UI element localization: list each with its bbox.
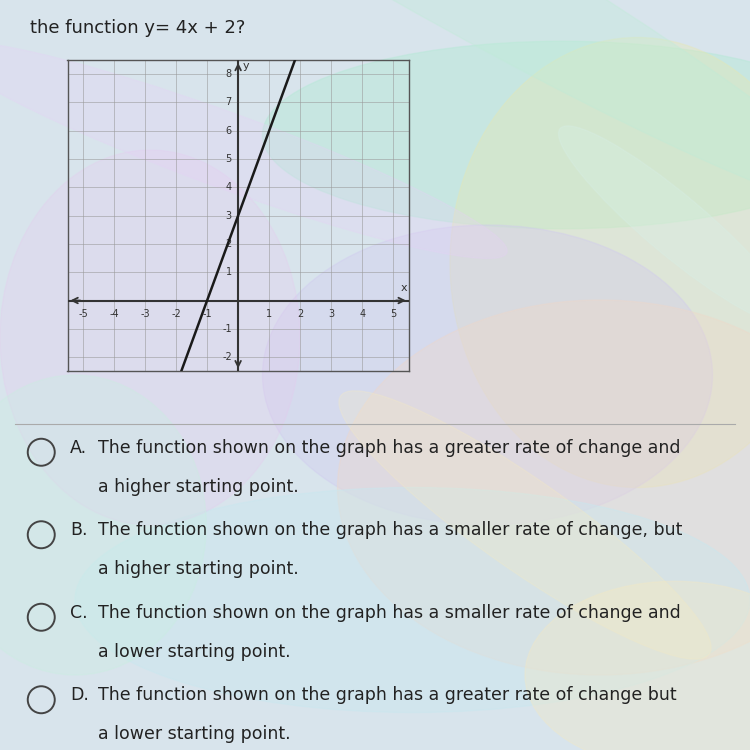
Text: 8: 8 (226, 69, 232, 80)
Text: a higher starting point.: a higher starting point. (98, 560, 298, 578)
Ellipse shape (339, 391, 711, 659)
Text: 6: 6 (226, 126, 232, 136)
Text: The function shown on the graph has a greater rate of change and: The function shown on the graph has a gr… (98, 439, 680, 457)
Ellipse shape (450, 38, 750, 488)
Text: C.: C. (70, 604, 87, 622)
Text: -1: -1 (222, 324, 232, 334)
Text: -2: -2 (222, 352, 232, 362)
Text: a higher starting point.: a higher starting point. (98, 478, 298, 496)
Text: the function y= 4x + 2?: the function y= 4x + 2? (30, 19, 245, 37)
Text: a lower starting point.: a lower starting point. (98, 725, 290, 743)
Ellipse shape (338, 300, 750, 675)
Text: 2: 2 (226, 239, 232, 249)
Text: 1: 1 (226, 267, 232, 278)
Text: -4: -4 (110, 309, 118, 319)
Ellipse shape (0, 0, 750, 211)
Ellipse shape (262, 41, 750, 229)
Ellipse shape (559, 126, 750, 324)
Text: a lower starting point.: a lower starting point. (98, 643, 290, 661)
Ellipse shape (0, 375, 206, 675)
Text: 3: 3 (328, 309, 334, 319)
Ellipse shape (525, 581, 750, 750)
Text: 4: 4 (359, 309, 365, 319)
Text: 5: 5 (390, 309, 396, 319)
Text: 4: 4 (226, 182, 232, 192)
Text: 2: 2 (297, 309, 303, 319)
Ellipse shape (0, 150, 300, 525)
Text: B.: B. (70, 521, 87, 539)
Ellipse shape (75, 488, 750, 712)
Text: 5: 5 (226, 154, 232, 164)
Text: The function shown on the graph has a smaller rate of change and: The function shown on the graph has a sm… (98, 604, 680, 622)
Text: -1: -1 (202, 309, 212, 319)
Text: 7: 7 (226, 98, 232, 107)
Text: The function shown on the graph has a smaller rate of change, but: The function shown on the graph has a sm… (98, 521, 682, 539)
Text: A.: A. (70, 439, 87, 457)
Text: The function shown on the graph has a greater rate of change but: The function shown on the graph has a gr… (98, 686, 676, 704)
Text: 1: 1 (266, 309, 272, 319)
Text: y: y (243, 62, 250, 71)
Text: -5: -5 (78, 309, 88, 319)
Text: -3: -3 (140, 309, 150, 319)
Ellipse shape (262, 225, 712, 525)
Text: 3: 3 (226, 211, 232, 220)
Text: D.: D. (70, 686, 88, 704)
Text: x: x (400, 283, 407, 292)
Text: -2: -2 (171, 309, 181, 319)
Ellipse shape (0, 41, 507, 259)
